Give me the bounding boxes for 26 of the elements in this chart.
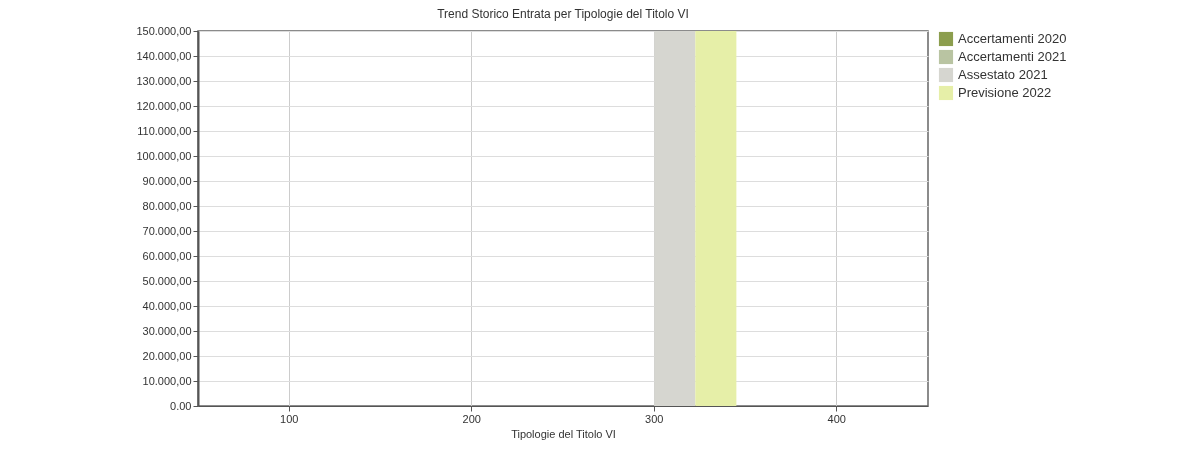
y-tick-label: 100.000,00 (136, 149, 192, 162)
y-tick-label: 140.000,00 (136, 49, 192, 62)
x-tick-label: 400 (827, 412, 846, 425)
y-tick-label: 120.000,00 (136, 99, 192, 112)
y-tick-label: 110.000,00 (137, 124, 192, 137)
x-tick-label: 300 (645, 412, 664, 425)
x-axis-title: Tipologie del Titolo VI (511, 427, 616, 440)
y-tick-label: 90.000,00 (142, 174, 192, 187)
y-tick-label: 40.000,00 (142, 299, 192, 312)
legend-label: Assestato 2021 (958, 67, 1048, 82)
y-tick-label: 20.000,00 (142, 349, 192, 362)
y-tick-label: 80.000,00 (142, 199, 192, 212)
y-tick-label: 70.000,00 (142, 224, 192, 237)
chart-title: Trend Storico Entrata per Tipologie del Titolo VI (437, 7, 689, 21)
y-tick-label: 130.000,00 (136, 74, 192, 87)
legend-label: Accertamenti 2020 (958, 31, 1067, 46)
x-tick-label: 100 (280, 412, 299, 425)
y-tick-label: 150.000,00 (136, 24, 192, 37)
y-tick-label: 60.000,00 (142, 249, 192, 262)
y-tick-label: 10.000,00 (142, 374, 192, 387)
y-tick-label: 0.00 (170, 399, 192, 412)
y-tick-label: 30.000,00 (142, 324, 192, 337)
y-tick-label: 50.000,00 (142, 274, 192, 287)
legend-label: Previsione 2022 (958, 85, 1052, 100)
x-tick-label: 200 (462, 412, 481, 425)
legend-label: Accertamenti 2021 (958, 49, 1067, 64)
